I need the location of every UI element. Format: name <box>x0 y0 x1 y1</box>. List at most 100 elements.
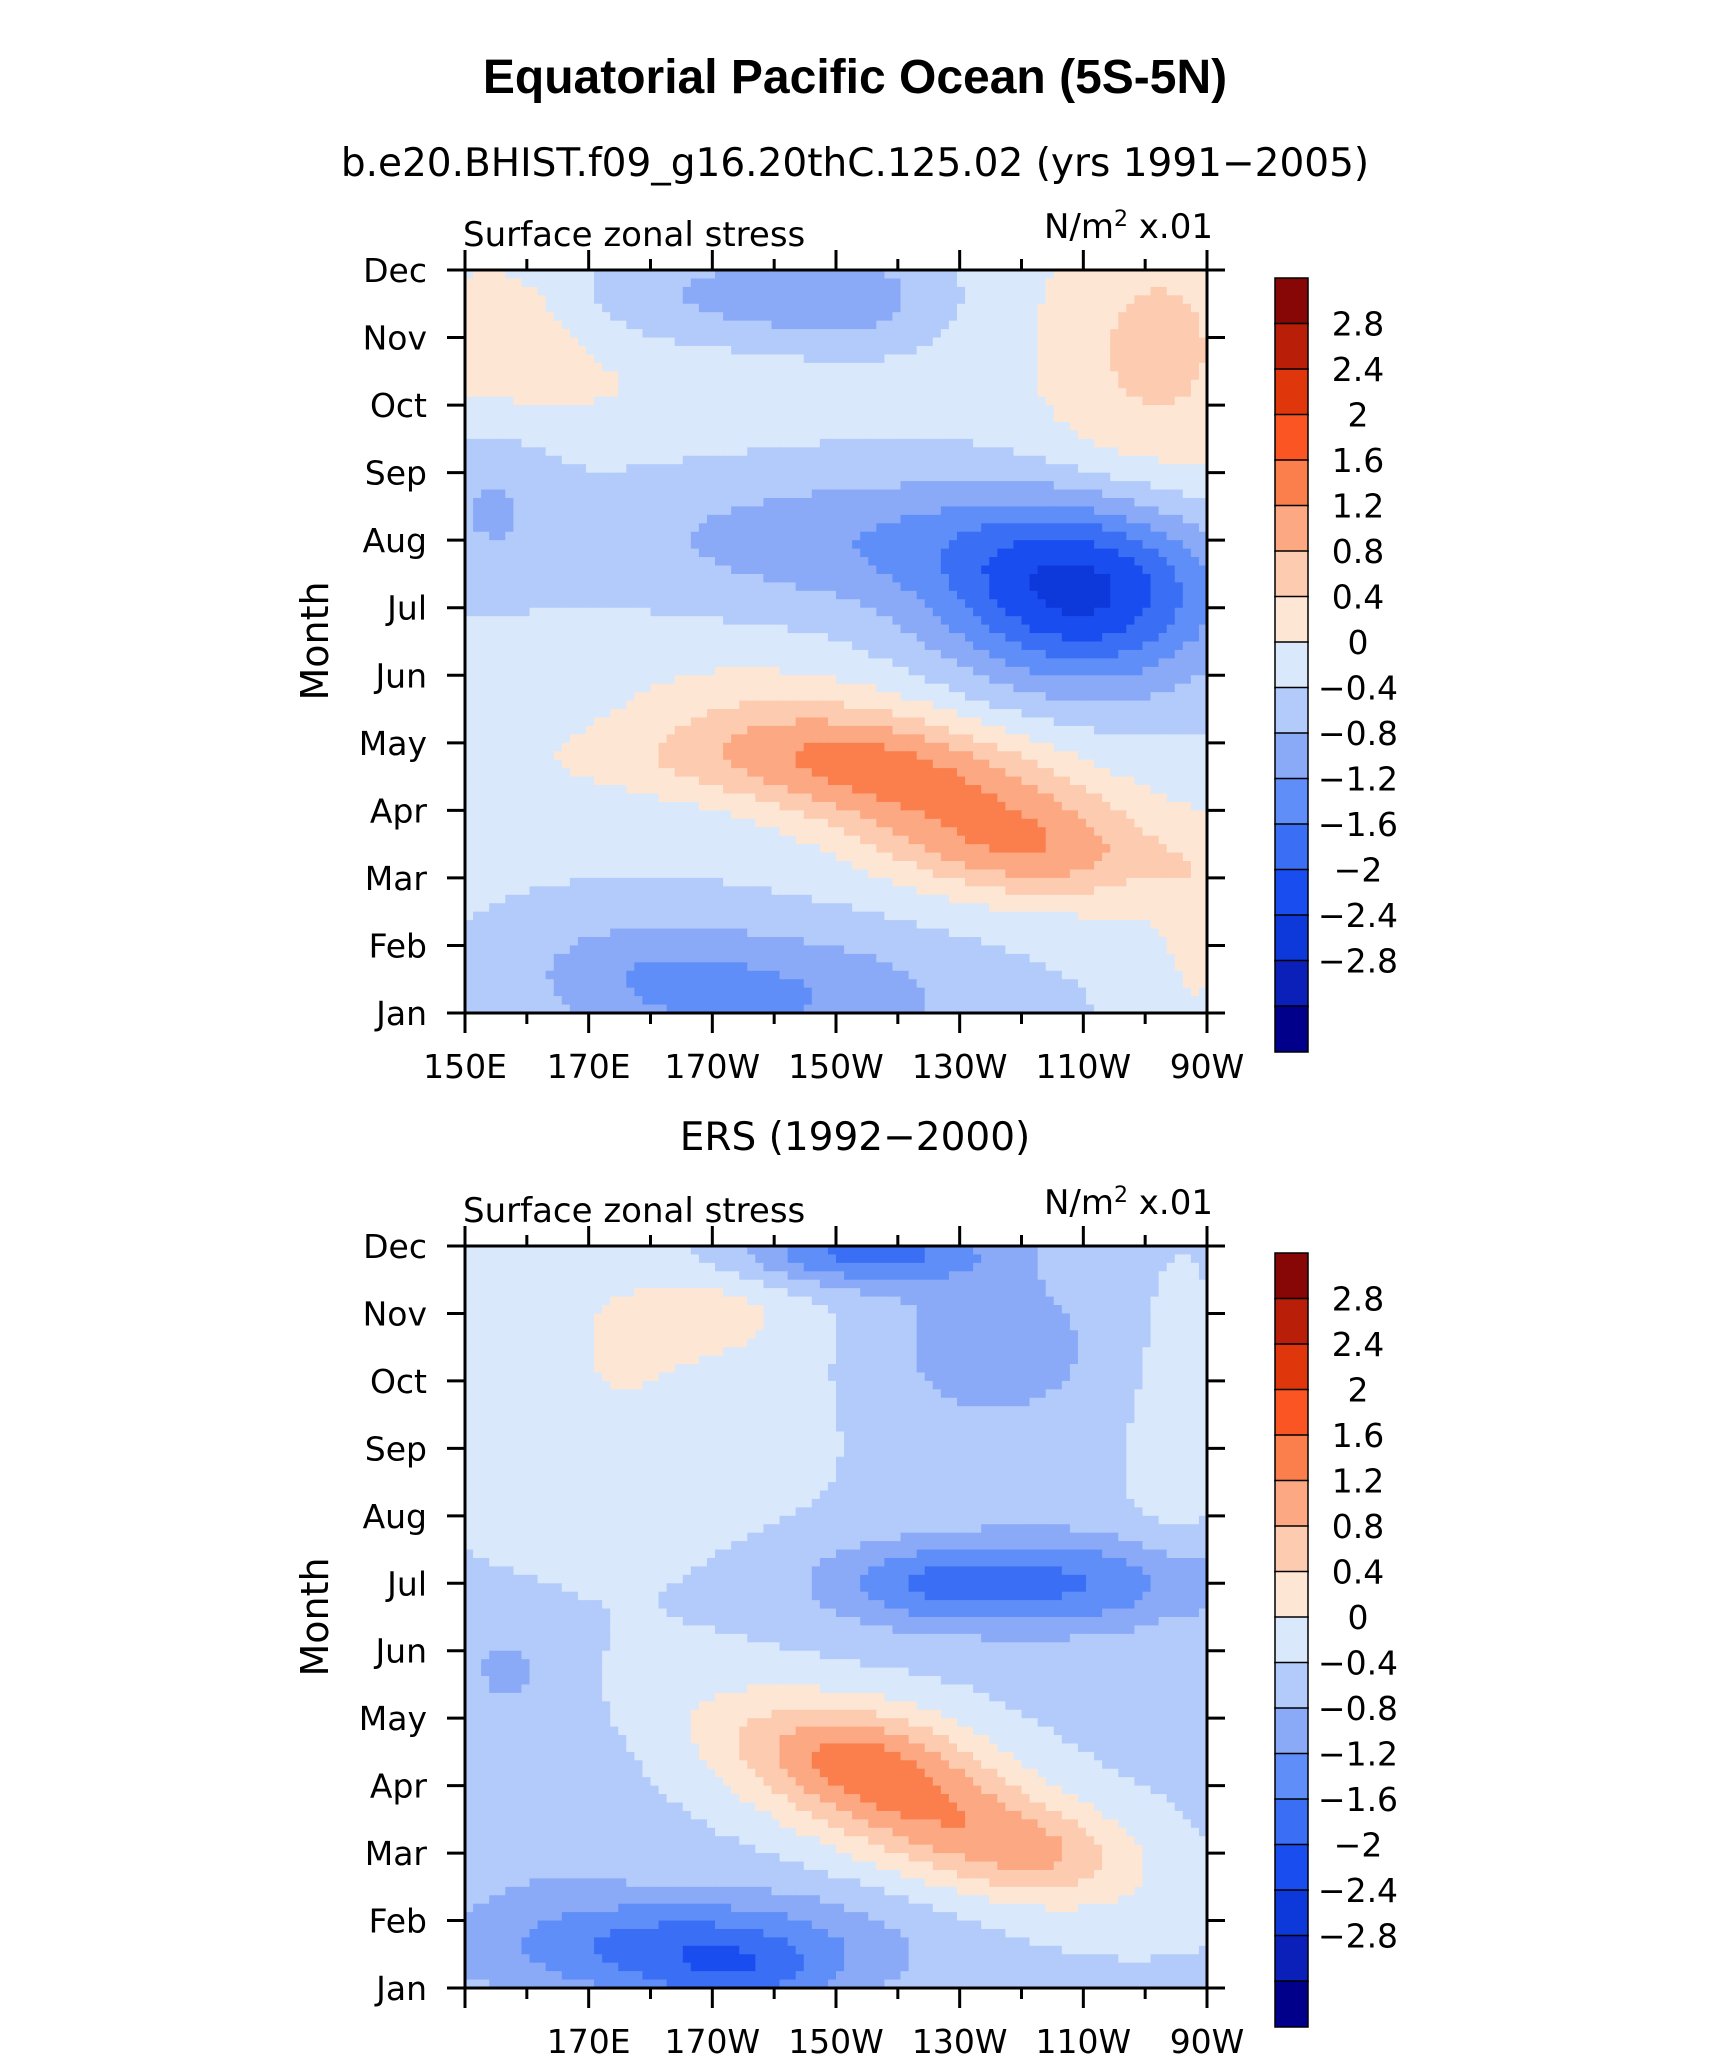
contour-cell <box>1174 675 1184 685</box>
contour-cell <box>1126 624 1136 634</box>
contour-cell <box>1005 379 1015 389</box>
contour-cell <box>795 438 805 449</box>
contour-cell <box>569 278 579 288</box>
contour-cell <box>723 540 732 550</box>
contour-cell <box>473 624 482 634</box>
contour-cell <box>892 312 902 322</box>
contour-cell <box>577 303 587 314</box>
contour-cell <box>706 329 716 339</box>
contour-cell <box>884 329 894 339</box>
contour-cell <box>836 362 845 373</box>
contour-cell <box>489 447 499 457</box>
contour-cell <box>1190 329 1200 339</box>
contour-cell <box>932 295 942 305</box>
contour-cell <box>908 658 918 668</box>
contour-cell <box>811 582 821 592</box>
contour-cell <box>739 472 749 482</box>
contour-cell <box>561 489 571 499</box>
contour-cell <box>876 320 886 330</box>
contour-cell <box>521 455 531 465</box>
contour-cell <box>892 531 902 541</box>
contour-cell <box>1198 396 1207 406</box>
contour-cell <box>497 303 507 314</box>
contour-cell <box>1142 717 1152 727</box>
contour-cell <box>1118 388 1128 398</box>
contour-cell <box>569 514 579 525</box>
contour-cell <box>1110 337 1120 347</box>
contour-cell <box>948 345 958 356</box>
contour-cell <box>585 430 595 440</box>
contour-cell <box>674 649 684 660</box>
contour-cell <box>505 396 515 406</box>
contour-cell <box>1053 590 1063 601</box>
contour-cell <box>779 337 789 347</box>
contour-cell <box>497 666 507 677</box>
contour-cell <box>940 413 950 423</box>
contour-cell <box>674 489 684 499</box>
contour-cell <box>1021 278 1031 288</box>
contour-cell <box>1069 709 1079 719</box>
contour-cell <box>682 531 692 541</box>
contour-cell <box>1069 692 1079 702</box>
contour-cell <box>1077 557 1087 567</box>
contour-cell <box>521 438 531 449</box>
contour-cell <box>577 362 587 373</box>
contour-cell <box>1037 438 1047 449</box>
contour-cell <box>1166 481 1176 491</box>
contour-cell <box>618 497 628 508</box>
contour-cell <box>916 388 926 398</box>
contour-cell <box>803 270 813 280</box>
contour-cell <box>868 489 878 499</box>
contour-cell <box>1053 312 1063 322</box>
contour-cell <box>537 379 547 389</box>
contour-cell <box>1142 692 1152 702</box>
contour-cell <box>948 709 958 719</box>
contour-cell <box>1005 312 1015 322</box>
contour-cell <box>852 329 861 339</box>
contour-cell <box>1021 658 1031 668</box>
contour-cell <box>513 573 523 584</box>
contour-cell <box>884 405 894 415</box>
contour-cell <box>747 565 757 575</box>
contour-cell <box>868 396 878 406</box>
contour-cell <box>634 599 644 609</box>
contour-cell <box>771 481 781 491</box>
contour-cell <box>481 447 490 457</box>
contour-cell <box>948 447 958 457</box>
contour-cell <box>682 447 692 457</box>
contour-cell <box>1142 345 1152 356</box>
contour-cell <box>747 455 757 465</box>
contour-cell <box>577 683 587 693</box>
contour-cell <box>489 633 499 643</box>
contour-cell <box>916 481 926 491</box>
contour-cell <box>876 540 886 550</box>
contour-cell <box>876 523 886 533</box>
contour-cell <box>553 548 563 558</box>
contour-cell <box>666 548 676 558</box>
contour-cell <box>610 548 620 558</box>
contour-cell <box>1166 286 1176 297</box>
contour-cell <box>1174 329 1184 339</box>
contour-cell <box>779 362 789 373</box>
contour-cell <box>771 649 781 660</box>
contour-cell <box>981 666 991 677</box>
contour-cell <box>900 548 910 558</box>
contour-cell <box>1198 624 1207 634</box>
contour-cell <box>892 641 902 651</box>
contour-cell <box>997 413 1007 423</box>
contour-cell <box>1166 557 1176 567</box>
contour-cell <box>658 286 668 297</box>
contour-cell <box>1069 514 1079 525</box>
contour-cell <box>1110 286 1120 297</box>
contour-cell <box>852 303 861 314</box>
contour-cell <box>771 531 781 541</box>
contour-cell <box>844 641 853 651</box>
contour-cell <box>1118 303 1128 314</box>
contour-cell <box>916 624 926 634</box>
contour-cell <box>1086 573 1095 584</box>
contour-cell <box>465 717 474 727</box>
contour-cell <box>965 278 974 288</box>
contour-cell <box>1102 489 1112 499</box>
contour-cell <box>803 666 813 677</box>
contour-cell <box>1077 497 1087 508</box>
